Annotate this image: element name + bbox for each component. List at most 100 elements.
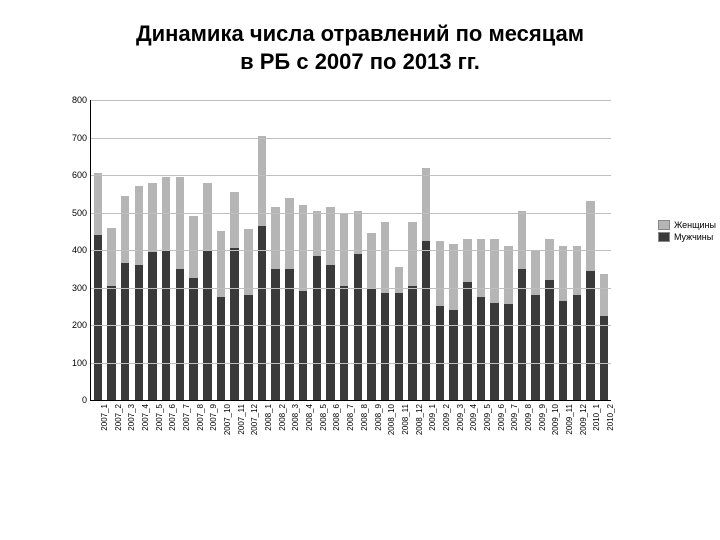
bar-men — [381, 293, 389, 400]
legend-label-women: Женщины — [674, 220, 716, 230]
legend-swatch-women — [658, 220, 670, 230]
bar-men — [436, 306, 444, 400]
bar-group — [107, 228, 115, 401]
bar-group — [217, 231, 225, 400]
bar-men — [244, 295, 252, 400]
bar-women — [449, 244, 457, 310]
bar-women — [408, 222, 416, 286]
bar-men — [545, 280, 553, 400]
bar-men — [217, 297, 225, 400]
x-tick-label: 2007_11 — [237, 404, 246, 435]
bar-women — [518, 211, 526, 269]
x-tick-label: 2008_12 — [415, 404, 424, 435]
grid-line — [91, 213, 611, 214]
bar-men — [600, 316, 608, 400]
bar-women — [490, 239, 498, 303]
grid-line — [91, 138, 611, 139]
bar-group — [559, 246, 567, 400]
bar-men — [586, 271, 594, 400]
bar-men — [299, 291, 307, 400]
y-tick-label: 400 — [72, 245, 91, 255]
x-tick-label: 2009_10 — [551, 404, 560, 435]
bar-group — [408, 222, 416, 400]
legend-men: Мужчины — [658, 232, 716, 242]
grid-line — [91, 100, 611, 101]
x-tick-label: 2008_11 — [401, 404, 410, 435]
bar-women — [559, 246, 567, 300]
bar-men — [490, 303, 498, 401]
bar-group — [354, 211, 362, 400]
x-tick-label: 2009_4 — [469, 404, 478, 431]
bar-women — [463, 239, 471, 282]
grid-line — [91, 363, 611, 364]
x-tick-label: 2007_2 — [114, 404, 123, 431]
x-tick-label: 2008_7 — [346, 404, 355, 431]
legend-label-men: Мужчины — [674, 232, 713, 242]
bar-group — [271, 207, 279, 400]
x-tick-label: 2008_4 — [305, 404, 314, 431]
bar-group — [600, 274, 608, 400]
bar-group — [299, 205, 307, 400]
plot-area: 0100200300400500600700800 — [90, 100, 611, 401]
bar-group — [573, 246, 581, 400]
bar-men — [258, 226, 266, 400]
bar-group — [285, 198, 293, 401]
x-tick-label: 2009_8 — [524, 404, 533, 431]
x-tick-label: 2010_2 — [606, 404, 615, 431]
x-tick-label: 2008_1 — [264, 404, 273, 431]
x-tick-label: 2009_1 — [428, 404, 437, 431]
grid-line — [91, 288, 611, 289]
bar-men — [422, 241, 430, 400]
bar-women — [313, 211, 321, 256]
x-tick-label: 2007_4 — [141, 404, 150, 431]
bar-group — [189, 216, 197, 400]
x-tick-label: 2009_3 — [456, 404, 465, 431]
x-tick-label: 2009_2 — [442, 404, 451, 431]
bar-men — [354, 254, 362, 400]
bar-men — [559, 301, 567, 400]
x-tick-label: 2008_9 — [374, 404, 383, 431]
bar-men — [94, 235, 102, 400]
y-tick-label: 800 — [72, 95, 91, 105]
grid-line — [91, 325, 611, 326]
y-tick-label: 600 — [72, 170, 91, 180]
bar-men — [340, 286, 348, 400]
bar-women — [189, 216, 197, 278]
bar-women — [271, 207, 279, 269]
y-tick-label: 300 — [72, 283, 91, 293]
bar-women — [545, 239, 553, 280]
bar-group — [381, 222, 389, 400]
bar-group — [367, 233, 375, 400]
x-tick-label: 2008_6 — [332, 404, 341, 431]
bar-group — [518, 211, 526, 400]
bar-men — [367, 288, 375, 401]
legend-swatch-men — [658, 232, 670, 242]
x-tick-label: 2009_5 — [483, 404, 492, 431]
bar-men — [135, 265, 143, 400]
title-line-2: в РБ с 2007 по 2013 гг. — [240, 49, 480, 74]
x-tick-label: 2009_12 — [579, 404, 588, 435]
bar-women — [230, 192, 238, 248]
bar-group — [244, 229, 252, 400]
bar-group — [340, 214, 348, 400]
bar-women — [381, 222, 389, 293]
bar-men — [395, 293, 403, 400]
x-tick-label: 2010_1 — [592, 404, 601, 431]
bar-men — [531, 295, 539, 400]
bar-women — [148, 183, 156, 252]
slide: Динамика числа отравлений по месяцам в Р… — [0, 0, 720, 540]
legend: Женщины Мужчины — [658, 220, 716, 244]
y-tick-label: 100 — [72, 358, 91, 368]
bar-women — [121, 196, 129, 264]
x-tick-label: 2008_3 — [291, 404, 300, 431]
bar-group — [326, 207, 334, 400]
bar-men — [477, 297, 485, 400]
legend-women: Женщины — [658, 220, 716, 230]
chart-title: Динамика числа отравлений по месяцам в Р… — [0, 0, 720, 75]
bar-men — [504, 304, 512, 400]
bar-women — [395, 267, 403, 293]
bar-group — [463, 239, 471, 400]
bar-men — [573, 295, 581, 400]
x-tick-label: 2008_2 — [278, 404, 287, 431]
x-tick-label: 2008_5 — [319, 404, 328, 431]
